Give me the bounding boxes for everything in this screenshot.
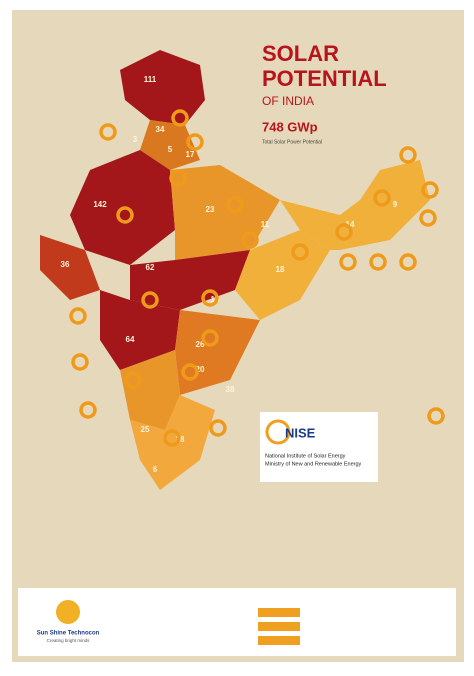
ring-icon xyxy=(171,109,189,127)
region-value: 20 xyxy=(196,365,205,374)
title-line: POTENTIAL xyxy=(262,66,387,91)
tagline: Creating bright minds xyxy=(47,638,91,643)
region-value: 23 xyxy=(206,205,215,214)
region xyxy=(120,50,205,125)
ring-icon xyxy=(291,243,309,261)
region xyxy=(40,235,100,300)
region-value: 25 xyxy=(141,425,150,434)
region-value: 62 xyxy=(146,263,155,272)
region xyxy=(140,120,200,170)
ring-icon xyxy=(226,196,244,214)
company: Sun Shine Technocon xyxy=(37,631,100,637)
nise-line: National Institute of Solar Energy xyxy=(265,453,346,459)
region-value: 38 xyxy=(226,385,235,394)
footer-panel xyxy=(18,588,456,656)
footer-logo xyxy=(56,600,80,624)
ring-icon xyxy=(201,329,219,347)
ring-icon xyxy=(181,363,199,381)
region xyxy=(170,165,280,260)
region-value: 11 xyxy=(261,220,270,229)
footer-button xyxy=(258,608,300,617)
ring-icon xyxy=(71,353,89,371)
region-value: 3 xyxy=(133,135,138,144)
ring-icons xyxy=(69,109,445,447)
ring-icon xyxy=(399,253,417,271)
ring-icon xyxy=(339,253,357,271)
ring-icon xyxy=(186,133,204,151)
ring-icon xyxy=(116,206,134,224)
ring-icon xyxy=(209,419,227,437)
title-line: SOLAR xyxy=(262,41,339,66)
ring-icon xyxy=(163,429,181,447)
region-value: 5 xyxy=(168,145,173,154)
ring-icon xyxy=(427,407,445,425)
region-value: 36 xyxy=(61,260,70,269)
footer-button xyxy=(258,636,300,645)
nise-box: NISE National Institute of Solar Energy … xyxy=(260,412,378,482)
footer: Sun Shine Technocon Creating bright mind… xyxy=(18,588,456,656)
region xyxy=(120,350,180,430)
region-value: 18 xyxy=(276,265,285,274)
nise-panel xyxy=(260,412,378,482)
ring-icon xyxy=(99,123,117,141)
region-value: 34 xyxy=(156,125,165,134)
region xyxy=(130,250,250,310)
ring-icon xyxy=(421,181,439,199)
region-value: 6 xyxy=(153,465,158,474)
ring-icon xyxy=(169,169,187,187)
ring-icon xyxy=(124,371,142,389)
region xyxy=(130,395,215,490)
nise-logo: NISE xyxy=(285,425,316,440)
ring-icon xyxy=(79,401,97,419)
ring-icon xyxy=(369,253,387,271)
total-value: 748 GWp xyxy=(262,119,318,134)
region xyxy=(100,290,180,370)
region-value: 9 xyxy=(393,200,398,209)
region xyxy=(280,160,430,250)
subtitle: OF INDIA xyxy=(262,94,314,108)
india-map xyxy=(40,50,430,490)
ring-icon xyxy=(335,223,353,241)
title-block: SOLAR POTENTIAL OF INDIA xyxy=(262,41,387,108)
region-value: 64 xyxy=(126,335,135,344)
region-value: 142 xyxy=(93,200,107,209)
ring-icon xyxy=(419,209,437,227)
total-caption: Total Solar Power Potential xyxy=(262,139,322,145)
region-value: 17 xyxy=(186,150,195,159)
region-value: 14 xyxy=(346,220,355,229)
ring-icon xyxy=(241,231,259,249)
ring-icon xyxy=(141,291,159,309)
region-value: 26 xyxy=(196,340,205,349)
footer-button xyxy=(258,622,300,631)
nise-line: Ministry of New and Renewable Energy xyxy=(265,461,362,467)
ring-icon xyxy=(399,146,417,164)
region-value: 111 xyxy=(144,75,157,84)
ring-icon xyxy=(69,307,87,325)
nise-sun xyxy=(265,419,291,445)
ring-icon xyxy=(201,289,219,307)
ring-icon xyxy=(373,189,391,207)
